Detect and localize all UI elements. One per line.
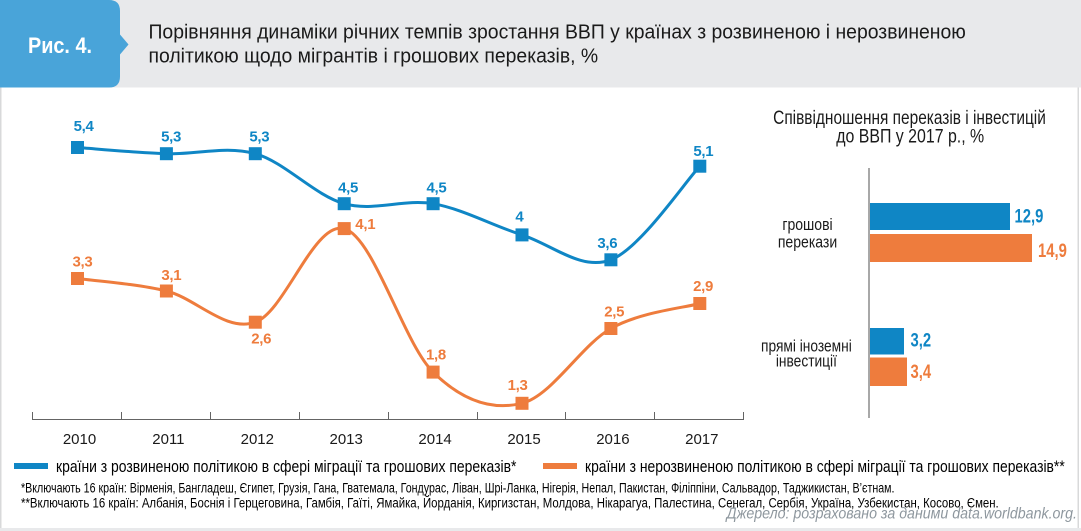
svg-text:5,3: 5,3 <box>161 129 181 146</box>
svg-text:5,3: 5,3 <box>249 129 269 146</box>
svg-text:*Включають 16 країн: Вірменія,: *Включають 16 країн: Вірменія, Бангладеш… <box>21 480 894 496</box>
svg-text:країни з нерозвиненою політико: країни з нерозвиненою політикою в сфері … <box>585 458 1065 477</box>
svg-text:3,1: 3,1 <box>161 267 181 284</box>
svg-text:5,1: 5,1 <box>693 143 713 160</box>
svg-text:4,5: 4,5 <box>427 179 447 196</box>
svg-text:1,8: 1,8 <box>426 346 446 363</box>
svg-text:перекази: перекази <box>778 234 837 253</box>
svg-text:грошові: грошові <box>782 216 832 235</box>
svg-text:країни з розвиненою політикою: країни з розвиненою політикою в сфері мі… <box>56 458 516 477</box>
svg-text:2010: 2010 <box>63 431 96 448</box>
svg-text:1,3: 1,3 <box>508 377 528 394</box>
svg-text:до ВВП у 2017 р., %: до ВВП у 2017 р., % <box>836 125 984 147</box>
svg-text:2015: 2015 <box>507 431 540 448</box>
svg-text:3,4: 3,4 <box>911 361 932 382</box>
svg-text:4: 4 <box>515 209 524 226</box>
svg-text:5,4: 5,4 <box>74 118 95 135</box>
svg-text:4,5: 4,5 <box>338 179 358 196</box>
svg-text:2016: 2016 <box>596 431 629 448</box>
svg-text:12,9: 12,9 <box>1015 206 1044 227</box>
svg-text:14,9: 14,9 <box>1038 240 1067 261</box>
svg-text:2,5: 2,5 <box>604 304 624 321</box>
svg-text:2012: 2012 <box>241 431 274 448</box>
svg-text:3,2: 3,2 <box>911 330 932 351</box>
svg-text:**Включають 16 країн: Албанія,: **Включають 16 країн: Албанія, Боснія і … <box>21 494 999 510</box>
svg-text:2,6: 2,6 <box>251 331 271 348</box>
svg-text:Співвідношення переказів і інв: Співвідношення переказів і інвестицій <box>773 106 1046 128</box>
svg-text:Джерело: розраховано за даними: Джерело: розраховано за даними data.worl… <box>725 505 1077 523</box>
svg-text:2,9: 2,9 <box>693 278 713 295</box>
svg-text:Порівняння динаміки річних тем: Порівняння динаміки річних темпів зроста… <box>149 21 966 43</box>
svg-text:Рис. 4.: Рис. 4. <box>28 34 92 58</box>
svg-text:3,3: 3,3 <box>73 254 93 271</box>
svg-text:2014: 2014 <box>418 431 451 448</box>
svg-text:2013: 2013 <box>330 431 363 448</box>
svg-text:інвестиції: інвестиції <box>776 352 838 371</box>
svg-text:політикою щодо мігрантів і гро: політикою щодо мігрантів і грошових пере… <box>149 45 599 67</box>
svg-text:прямі іноземні: прямі іноземні <box>761 337 852 356</box>
svg-text:2017: 2017 <box>685 431 718 448</box>
svg-text:4,1: 4,1 <box>355 216 375 233</box>
svg-text:2011: 2011 <box>152 431 184 448</box>
svg-text:3,6: 3,6 <box>597 235 617 252</box>
